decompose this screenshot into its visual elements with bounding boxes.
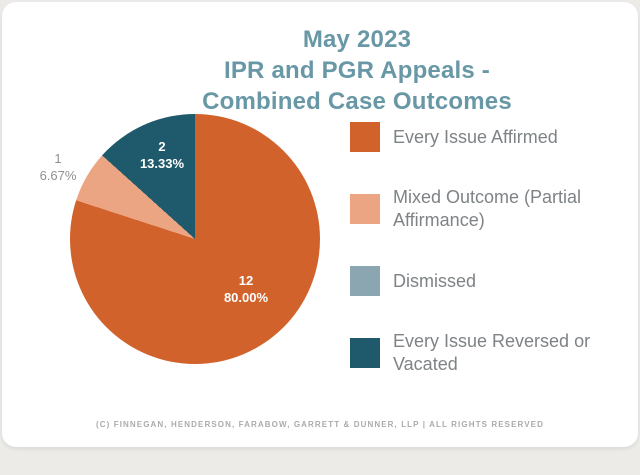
pie-label-mixed-count: 1	[54, 151, 62, 166]
legend-swatch-affirmed	[350, 122, 380, 152]
pie-chart	[70, 114, 320, 364]
pie-label-mixed: 1 6.67%	[40, 150, 77, 184]
pie-label-mixed-percent: 6.67%	[39, 168, 77, 183]
chart-card: May 2023 IPR and PGR Appeals - Combined …	[2, 2, 638, 447]
legend-item-reversed: Every Issue Reversed or Vacated	[350, 330, 600, 376]
legend-label-mixed: Mixed Outcome (Partial Affirmance)	[393, 187, 582, 230]
pie-chart-area: 2 13.33% 12 80.00% 1 6.67%	[40, 114, 320, 364]
legend-swatch-dismissed	[350, 266, 380, 296]
legend-swatch-reversed	[350, 338, 380, 368]
pie-label-reversed-percent: 13.33%	[139, 156, 185, 171]
pie-label-reversed: 2 13.33%	[140, 138, 184, 172]
chart-title-line2: IPR and PGR Appeals -	[223, 57, 491, 84]
chart-title: May 2023 IPR and PGR Appeals - Combined …	[2, 24, 638, 117]
legend-label-affirmed: Every Issue Affirmed	[393, 126, 558, 147]
legend-label-dismissed: Dismissed	[393, 270, 477, 291]
copyright-text: (C) FINNEGAN, HENDERSON, FARABOW, GARRET…	[96, 420, 544, 429]
legend-swatch-mixed	[350, 194, 380, 224]
chart-title-line3: Combined Case Outcomes	[202, 88, 512, 115]
pie-label-affirmed: 12 80.00%	[224, 272, 268, 306]
legend-label-reversed: Every Issue Reversed or Vacated	[393, 331, 591, 374]
legend-item-dismissed: Dismissed	[350, 266, 600, 296]
pie-label-reversed-count: 2	[158, 139, 166, 154]
legend: Every Issue Affirmed Mixed Outcome (Part…	[350, 122, 600, 376]
legend-item-mixed: Mixed Outcome (Partial Affirmance)	[350, 186, 600, 232]
chart-title-line1: May 2023	[302, 26, 412, 53]
pie-label-affirmed-count: 12	[238, 273, 254, 288]
legend-item-affirmed: Every Issue Affirmed	[350, 122, 600, 152]
pie-label-affirmed-percent: 80.00%	[223, 290, 269, 305]
